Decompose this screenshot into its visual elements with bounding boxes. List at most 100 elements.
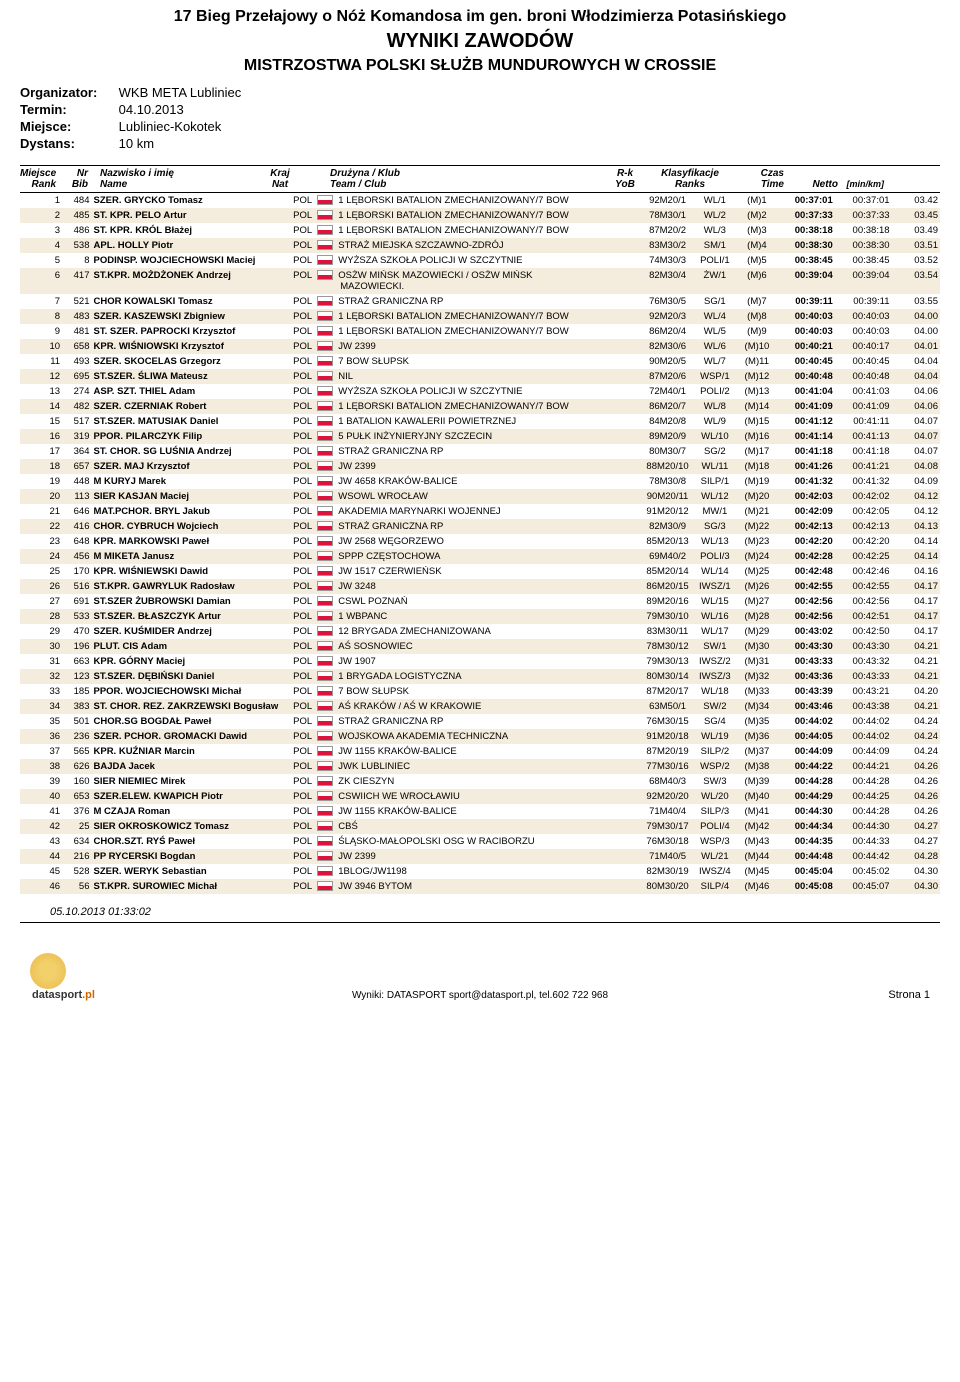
cell-name: ST.SZER ŻUBROWSKI Damian — [92, 594, 291, 609]
cell-nat: POL — [290, 549, 315, 564]
col-nat-bot: Nat — [268, 179, 292, 190]
cell-club: JW 3248 — [336, 579, 641, 594]
cell-bib: 274 — [62, 384, 91, 399]
cell-name: PP RYCERSKI Bogdan — [92, 849, 291, 864]
cell-name: SIER NIEMIEC Mirek — [92, 774, 291, 789]
cell-flag — [315, 714, 336, 729]
cell-rank: 37 — [20, 744, 62, 759]
cell-rank2: (M)43 — [736, 834, 778, 849]
cell-yob: 78M30/12 — [641, 639, 694, 654]
cell-flag — [315, 489, 336, 504]
cell-pace: 04.26 — [892, 774, 940, 789]
cell-rank2: (M)21 — [736, 504, 778, 519]
cell-bib: 648 — [62, 534, 91, 549]
cell-bib: 565 — [62, 744, 91, 759]
cell-rank1: IWSZ/2 — [694, 654, 736, 669]
cell-rank1: WL/10 — [694, 429, 736, 444]
cell-flag — [315, 369, 336, 384]
cell-name: SZER. GRYCKO Tomasz — [92, 193, 291, 208]
cell-yob: 74M30/3 — [641, 253, 694, 268]
cell-rank: 36 — [20, 729, 62, 744]
cell-pace: 04.24 — [892, 714, 940, 729]
cell-yob: 82M30/19 — [641, 864, 694, 879]
cell-netto: 00:42:50 — [835, 624, 892, 639]
cell-rank1: WL/9 — [694, 414, 736, 429]
cell-bib: 448 — [62, 474, 91, 489]
cell-time: 00:42:20 — [778, 534, 835, 549]
cell-name: ST. SZER. PAPROCKI Krzysztof — [92, 324, 291, 339]
flag-pol-icon — [317, 791, 333, 801]
cell-rank2: (M)9 — [736, 324, 778, 339]
cell-time: 00:43:02 — [778, 624, 835, 639]
flag-pol-icon — [317, 851, 333, 861]
cell-nat: POL — [290, 774, 315, 789]
cell-flag — [315, 253, 336, 268]
flag-pol-icon — [317, 836, 333, 846]
flag-pol-icon — [317, 731, 333, 741]
cell-name: KPR. MARKOWSKI Paweł — [92, 534, 291, 549]
cell-pace: 04.07 — [892, 429, 940, 444]
generation-timestamp: 05.10.2013 01:33:02 — [20, 906, 940, 918]
cell-yob: 91M20/18 — [641, 729, 694, 744]
cell-rank: 1 — [20, 193, 62, 208]
flag-pol-icon — [317, 866, 333, 876]
cell-name: SZER. KUŚMIDER Andrzej — [92, 624, 291, 639]
cell-rank2: (M)23 — [736, 534, 778, 549]
cell-rank: 21 — [20, 504, 62, 519]
cell-rank: 23 — [20, 534, 62, 549]
col-pace: [min/km] — [838, 180, 884, 190]
place-value: Lubliniec-Kokotek — [119, 119, 222, 134]
cell-flag — [315, 399, 336, 414]
flag-pol-icon — [317, 596, 333, 606]
cell-yob: 71M40/4 — [641, 804, 694, 819]
cell-bib: 484 — [62, 193, 91, 208]
cell-netto: 00:43:38 — [835, 699, 892, 714]
cell-netto: 00:44:30 — [835, 819, 892, 834]
flag-pol-icon — [317, 270, 333, 280]
cell-rank2: (M)32 — [736, 669, 778, 684]
cell-pace: 03.55 — [892, 294, 940, 309]
cell-club: JW 3946 BYTOM — [336, 879, 641, 894]
cell-nat: POL — [290, 654, 315, 669]
cell-nat: POL — [290, 309, 315, 324]
cell-rank: 35 — [20, 714, 62, 729]
table-row: 30 196 PLUT. CIS Adam POL AŚ SOSNOWIEC 7… — [20, 639, 940, 654]
table-row: 32 123 ST.SZER. DĘBIŃSKI Daniel POL 1 BR… — [20, 669, 940, 684]
distance-label: Dystans: — [20, 136, 115, 151]
cell-nat: POL — [290, 324, 315, 339]
cell-nat: POL — [290, 684, 315, 699]
cell-club: AKADEMIA MARYNARKI WOJENNEJ — [336, 504, 641, 519]
cell-nat: POL — [290, 789, 315, 804]
cell-yob: 78M30/8 — [641, 474, 694, 489]
cell-rank1: WL/7 — [694, 354, 736, 369]
cell-flag — [315, 208, 336, 223]
table-row: 37 565 KPR. KUŹNIAR Marcin POL JW 1155 K… — [20, 744, 940, 759]
cell-yob: 77M30/16 — [641, 759, 694, 774]
cell-flag — [315, 804, 336, 819]
date-label: Termin: — [20, 102, 115, 117]
cell-flag — [315, 268, 336, 294]
cell-flag — [315, 864, 336, 879]
cell-bib: 521 — [62, 294, 91, 309]
cell-bib: 657 — [62, 459, 91, 474]
cell-rank1: POLI/1 — [694, 253, 736, 268]
col-bib-bot: Bib — [60, 179, 88, 190]
cell-time: 00:40:48 — [778, 369, 835, 384]
cell-pace: 04.21 — [892, 699, 940, 714]
cell-pace: 04.28 — [892, 849, 940, 864]
col-ranks-bot: Ranks — [650, 179, 730, 190]
cell-yob: 68M40/3 — [641, 774, 694, 789]
flag-pol-icon — [317, 581, 333, 591]
cell-nat: POL — [290, 208, 315, 223]
cell-netto: 00:44:42 — [835, 849, 892, 864]
table-row: 3 486 ST. KPR. KRÓL Błażej POL 1 LĘBORSK… — [20, 223, 940, 238]
cell-rank1: WL/12 — [694, 489, 736, 504]
cell-rank: 32 — [20, 669, 62, 684]
flag-pol-icon — [317, 296, 333, 306]
cell-rank2: (M)24 — [736, 549, 778, 564]
cell-pace: 04.13 — [892, 519, 940, 534]
cell-yob: 63M50/1 — [641, 699, 694, 714]
cell-club: 1 LĘBORSKI BATALION ZMECHANIZOWANY/7 BOW — [336, 399, 641, 414]
cell-time: 00:37:33 — [778, 208, 835, 223]
cell-rank2: (M)45 — [736, 864, 778, 879]
